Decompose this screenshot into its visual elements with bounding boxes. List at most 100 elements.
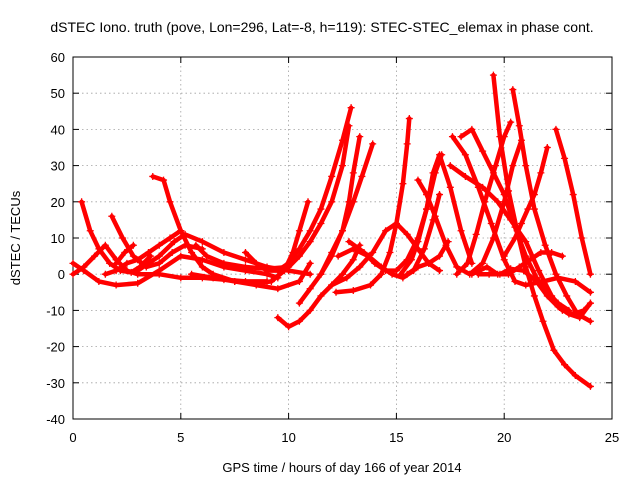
data-point (461, 172, 469, 180)
data-point (535, 267, 543, 275)
data-point (168, 248, 176, 256)
data-point (360, 248, 368, 256)
data-point (86, 227, 94, 235)
y-axis-label: dSTEC / TECUs (8, 190, 23, 285)
series-arc24 (453, 118, 515, 278)
data-series (69, 71, 594, 390)
data-point (563, 292, 571, 300)
x-tick-label: 25 (605, 430, 619, 445)
data-point (160, 176, 168, 184)
data-point (108, 212, 116, 220)
data-point (306, 270, 314, 278)
data-point (552, 270, 560, 278)
data-point (306, 306, 314, 314)
series-arc19 (403, 238, 452, 278)
data-point (405, 115, 413, 123)
data-point (241, 256, 249, 264)
data-point (306, 285, 314, 293)
data-point (155, 241, 163, 249)
data-point (403, 230, 411, 238)
data-point (317, 270, 325, 278)
data-point (468, 125, 476, 133)
data-point (522, 281, 530, 289)
data-point (295, 299, 303, 307)
data-point (453, 263, 461, 271)
data-point (530, 205, 538, 213)
data-point (539, 317, 547, 325)
x-axis-label: GPS time / hours of day 166 of year 2014 (222, 460, 461, 475)
data-point (95, 277, 103, 285)
data-point (543, 292, 551, 300)
data-point (537, 169, 545, 177)
data-point (392, 267, 400, 275)
axis-ticks: 0 5 10 15 20 25 -40 -30 -20 -10 0 10 20 30 40 50 60 (46, 50, 619, 445)
data-point (317, 292, 325, 300)
data-point (192, 241, 200, 249)
data-point (511, 277, 519, 285)
data-point (304, 198, 312, 206)
data-point (334, 252, 342, 260)
data-point (295, 245, 303, 253)
data-point (414, 263, 422, 271)
data-point (263, 267, 271, 275)
data-point (188, 270, 196, 278)
series-arc28 (509, 86, 594, 325)
data-point (356, 263, 364, 271)
data-point (106, 259, 114, 267)
series-arc10 (188, 198, 312, 287)
data-point (586, 382, 594, 390)
data-point (586, 299, 594, 307)
y-tick-label: 30 (51, 159, 65, 174)
data-point (349, 256, 357, 264)
data-point (507, 265, 515, 273)
data-point (479, 259, 487, 267)
data-point (295, 277, 303, 285)
data-point (69, 270, 77, 278)
data-point (295, 227, 303, 235)
data-point (431, 212, 439, 220)
y-tick-label: -20 (46, 340, 65, 355)
data-point (295, 252, 303, 260)
x-tick-label: 10 (281, 430, 295, 445)
data-point (457, 227, 465, 235)
data-point (561, 154, 569, 162)
data-point (520, 267, 528, 275)
data-point (586, 288, 594, 296)
data-point (429, 169, 437, 177)
series-line (70, 253, 281, 288)
data-point (149, 172, 157, 180)
data-point (177, 274, 185, 282)
data-point (526, 256, 534, 264)
data-point (522, 238, 530, 246)
data-point (95, 245, 103, 253)
data-point (507, 118, 515, 126)
data-point (349, 169, 357, 177)
data-point (166, 198, 174, 206)
series-line (109, 214, 205, 270)
y-tick-label: 50 (51, 86, 65, 101)
data-point (274, 285, 282, 293)
x-tick-label: 0 (69, 430, 76, 445)
chart-title: dSTEC Iono. truth (pove, Lon=296, Lat=-8… (50, 19, 593, 35)
data-point (285, 323, 293, 331)
data-point (123, 259, 131, 267)
data-point (420, 245, 428, 253)
data-point (328, 281, 336, 289)
data-point (347, 104, 355, 112)
data-point (543, 144, 551, 151)
series-arc31 (552, 125, 594, 278)
data-point (369, 248, 377, 256)
data-point (446, 162, 454, 170)
data-point (386, 248, 394, 256)
data-point (198, 256, 206, 264)
data-point (423, 205, 431, 213)
data-point (485, 270, 493, 278)
data-point (371, 259, 379, 267)
data-point (377, 270, 385, 278)
data-point (453, 270, 461, 278)
data-point (509, 86, 517, 94)
data-point (358, 172, 366, 180)
data-point (252, 279, 260, 287)
data-point (472, 230, 480, 238)
